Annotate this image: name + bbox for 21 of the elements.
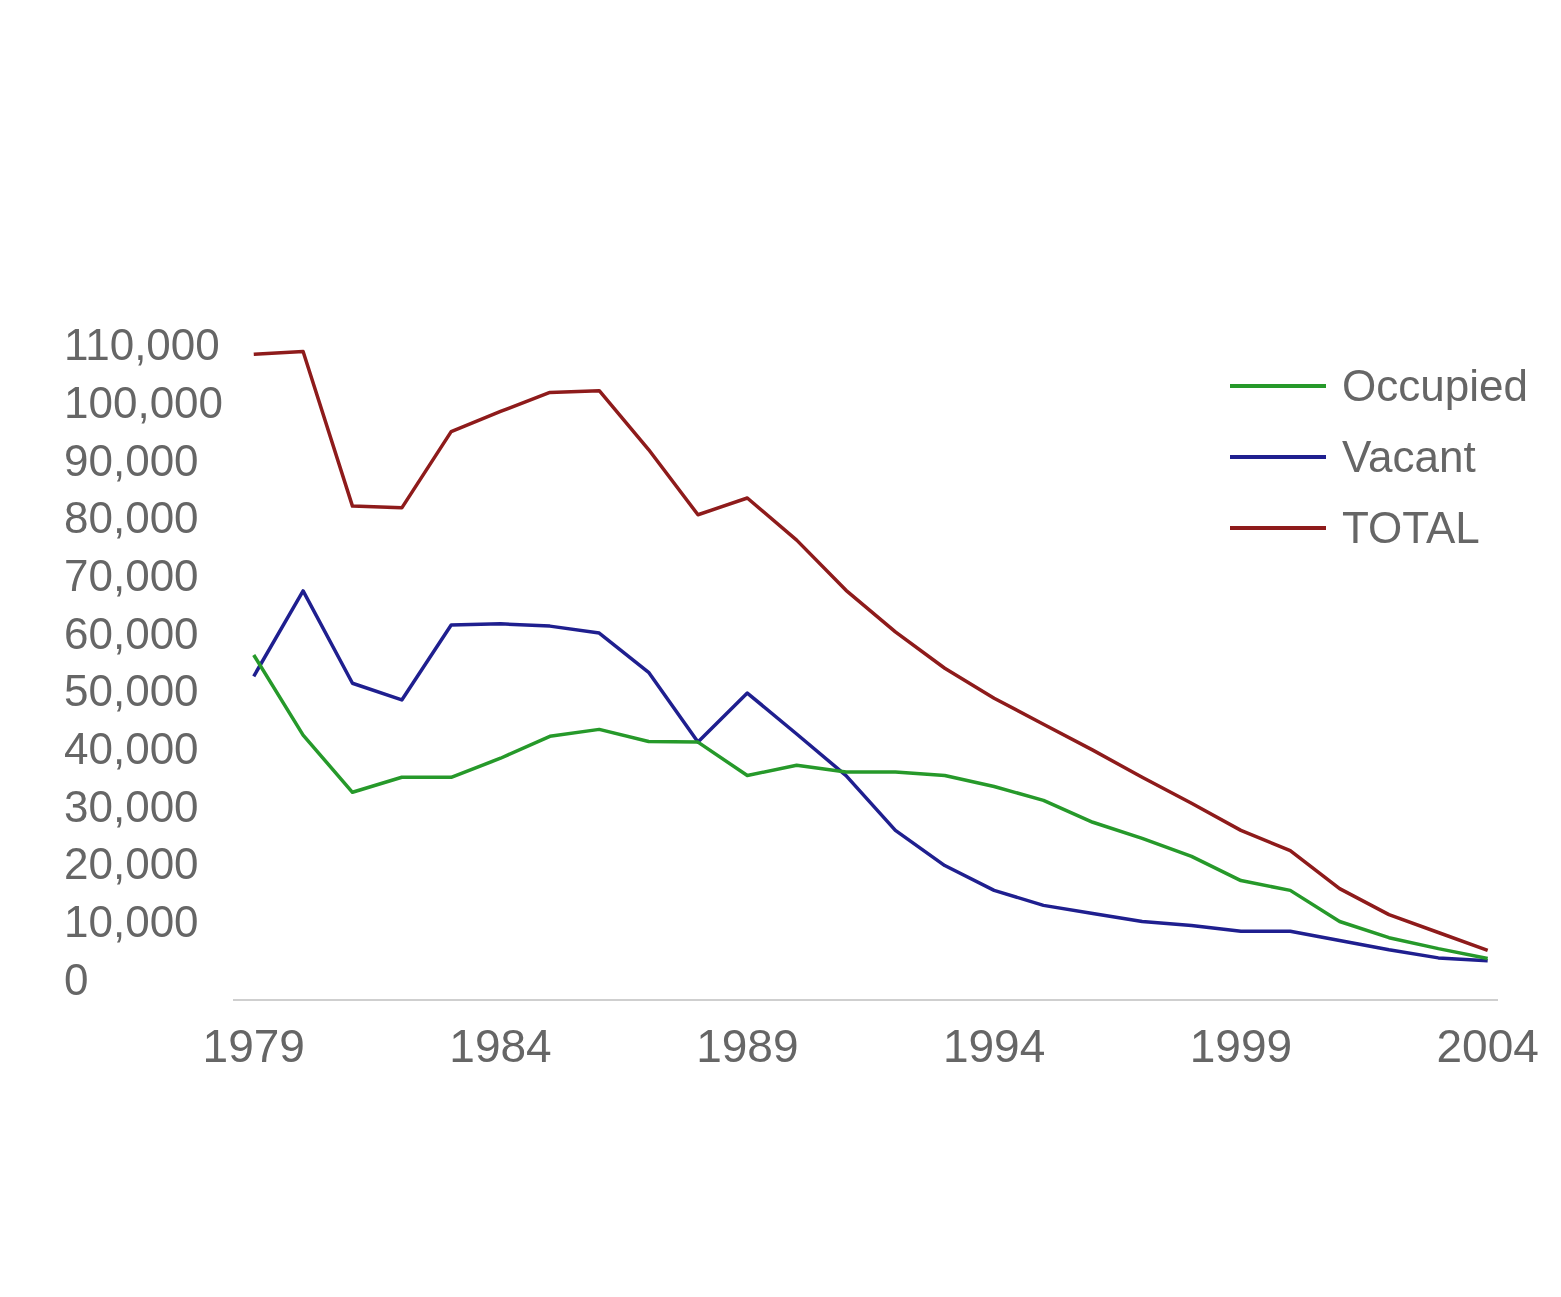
y-tick-label: 10,000 <box>64 897 199 947</box>
y-tick-label: 80,000 <box>64 493 199 543</box>
x-tick-label: 1984 <box>449 1020 552 1073</box>
y-tick-label: 60,000 <box>64 608 199 658</box>
y-tick-label: 20,000 <box>64 839 199 889</box>
y-tick-label: 100,000 <box>64 377 224 427</box>
legend-label: Vacant <box>1342 431 1476 482</box>
y-tick-label: 40,000 <box>64 724 199 774</box>
x-tick-label: 1989 <box>696 1020 799 1073</box>
y-tick-label: 30,000 <box>64 781 199 831</box>
y-tick-label: 110,000 <box>64 320 220 370</box>
x-tick-label: 1999 <box>1189 1020 1293 1073</box>
x-tick-label: 1994 <box>942 1020 1046 1073</box>
y-tick-label: 90,000 <box>64 435 199 485</box>
x-tick-label: 2004 <box>1436 1020 1539 1073</box>
y-tick-label: 0 <box>64 954 89 1004</box>
legend-label: TOTAL <box>1342 502 1480 553</box>
x-tick-label: 1979 <box>202 1020 305 1073</box>
legend-label: Occupied <box>1342 360 1528 411</box>
y-tick-label: 70,000 <box>64 550 199 600</box>
y-tick-label: 50,000 <box>64 666 199 716</box>
